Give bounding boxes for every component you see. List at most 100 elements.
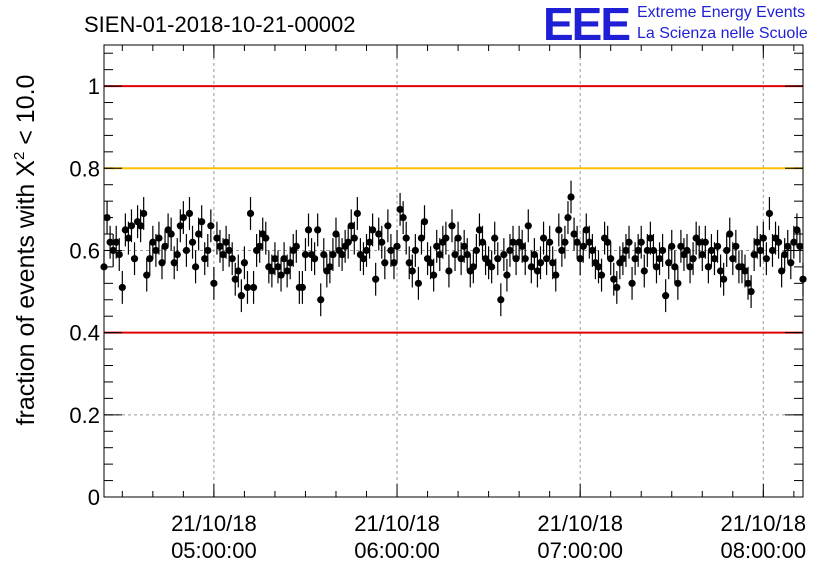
data-point [326, 263, 334, 271]
data-point [686, 263, 694, 271]
data-point [796, 242, 804, 250]
data-point [655, 255, 664, 263]
data-point [274, 263, 282, 271]
data-point [384, 222, 392, 230]
data-point [359, 255, 368, 263]
data-point [683, 246, 691, 255]
data-point [198, 218, 206, 226]
data-point [372, 275, 380, 283]
data-point [402, 234, 410, 242]
data-point [475, 226, 484, 234]
y-tick-label: 0.6 [69, 238, 100, 263]
data-point [762, 255, 770, 263]
data-point [710, 255, 719, 263]
y-axis-label-sup: 2 [11, 152, 28, 160]
data-point [533, 267, 542, 275]
data-point [213, 234, 221, 242]
data-point [112, 238, 120, 246]
y-axis-label-suffix: < 10.0 [12, 75, 40, 152]
data-point [503, 271, 511, 279]
data-point [787, 259, 795, 267]
data-point [369, 226, 377, 234]
eee-logo: EEE Extreme Energy Events La Scienza nel… [543, 0, 808, 50]
logo-line2: La Scienza nelle Scuole [637, 25, 808, 42]
data-point [542, 255, 551, 263]
data-point [170, 259, 178, 267]
x-tick-label-time: 07:00:00 [537, 538, 623, 563]
data-point [704, 263, 712, 271]
data-point [219, 250, 227, 259]
data-point [390, 259, 398, 267]
data-point [433, 242, 441, 250]
data-point [597, 271, 606, 279]
data-point [283, 267, 291, 275]
data-point [665, 259, 673, 267]
data-point [747, 287, 755, 296]
data-point [552, 271, 560, 279]
data-point [524, 222, 532, 230]
data-point [161, 242, 169, 250]
data-point [546, 238, 554, 246]
plot-area: 00.20.40.60.8121/10/1805:00:0021/10/1806… [69, 44, 807, 563]
data-point [179, 213, 187, 222]
data-point [634, 246, 642, 255]
data-point [790, 238, 798, 246]
x-tick-label-date: 21/10/18 [720, 511, 806, 536]
data-point [314, 226, 322, 234]
data-point [649, 246, 658, 255]
data-point [491, 234, 499, 242]
data-point [353, 209, 361, 218]
data-point [695, 238, 703, 246]
data-point [430, 271, 438, 279]
data-point [173, 250, 181, 259]
data-point [347, 222, 355, 230]
data-point [387, 246, 395, 255]
data-point [167, 230, 175, 238]
data-point [115, 250, 123, 259]
data-point [317, 296, 325, 304]
data-point [753, 238, 761, 246]
data-point [588, 246, 596, 255]
data-point [707, 246, 716, 255]
data-point [494, 255, 502, 263]
data-point [729, 255, 737, 263]
y-tick-label: 0 [88, 485, 100, 510]
data-point [488, 263, 496, 271]
data-point [411, 246, 419, 255]
data-point [442, 234, 450, 242]
data-point [631, 255, 639, 263]
data-point [130, 255, 139, 263]
data-point [658, 246, 667, 255]
x-tick-label-date: 21/10/18 [354, 511, 440, 536]
data-point [365, 238, 374, 246]
data-point [674, 279, 682, 287]
data-point [191, 263, 200, 271]
data-point [427, 259, 435, 267]
data-point [469, 263, 477, 271]
data-point [604, 238, 612, 246]
data-point [231, 275, 239, 283]
x-tick-label-date: 21/10/18 [171, 511, 257, 536]
data-point [625, 238, 633, 246]
data-point [750, 250, 758, 259]
data-point [539, 234, 548, 242]
data-point [744, 279, 752, 287]
data-point [463, 250, 471, 259]
data-point [619, 255, 627, 263]
data-point [576, 255, 584, 263]
data-point [311, 255, 319, 263]
data-point [570, 230, 578, 238]
data-point [155, 234, 163, 242]
data-point [521, 255, 529, 263]
data-point [137, 222, 145, 230]
data-point [243, 283, 252, 292]
data-point [567, 193, 575, 201]
data-point [558, 246, 566, 255]
data-point [610, 275, 618, 283]
data-point [573, 238, 581, 246]
data-point [451, 250, 459, 259]
data-point [420, 218, 429, 226]
data-point [121, 226, 129, 234]
y-axis-label: fraction of events with X2 < 10.0 [11, 75, 40, 426]
